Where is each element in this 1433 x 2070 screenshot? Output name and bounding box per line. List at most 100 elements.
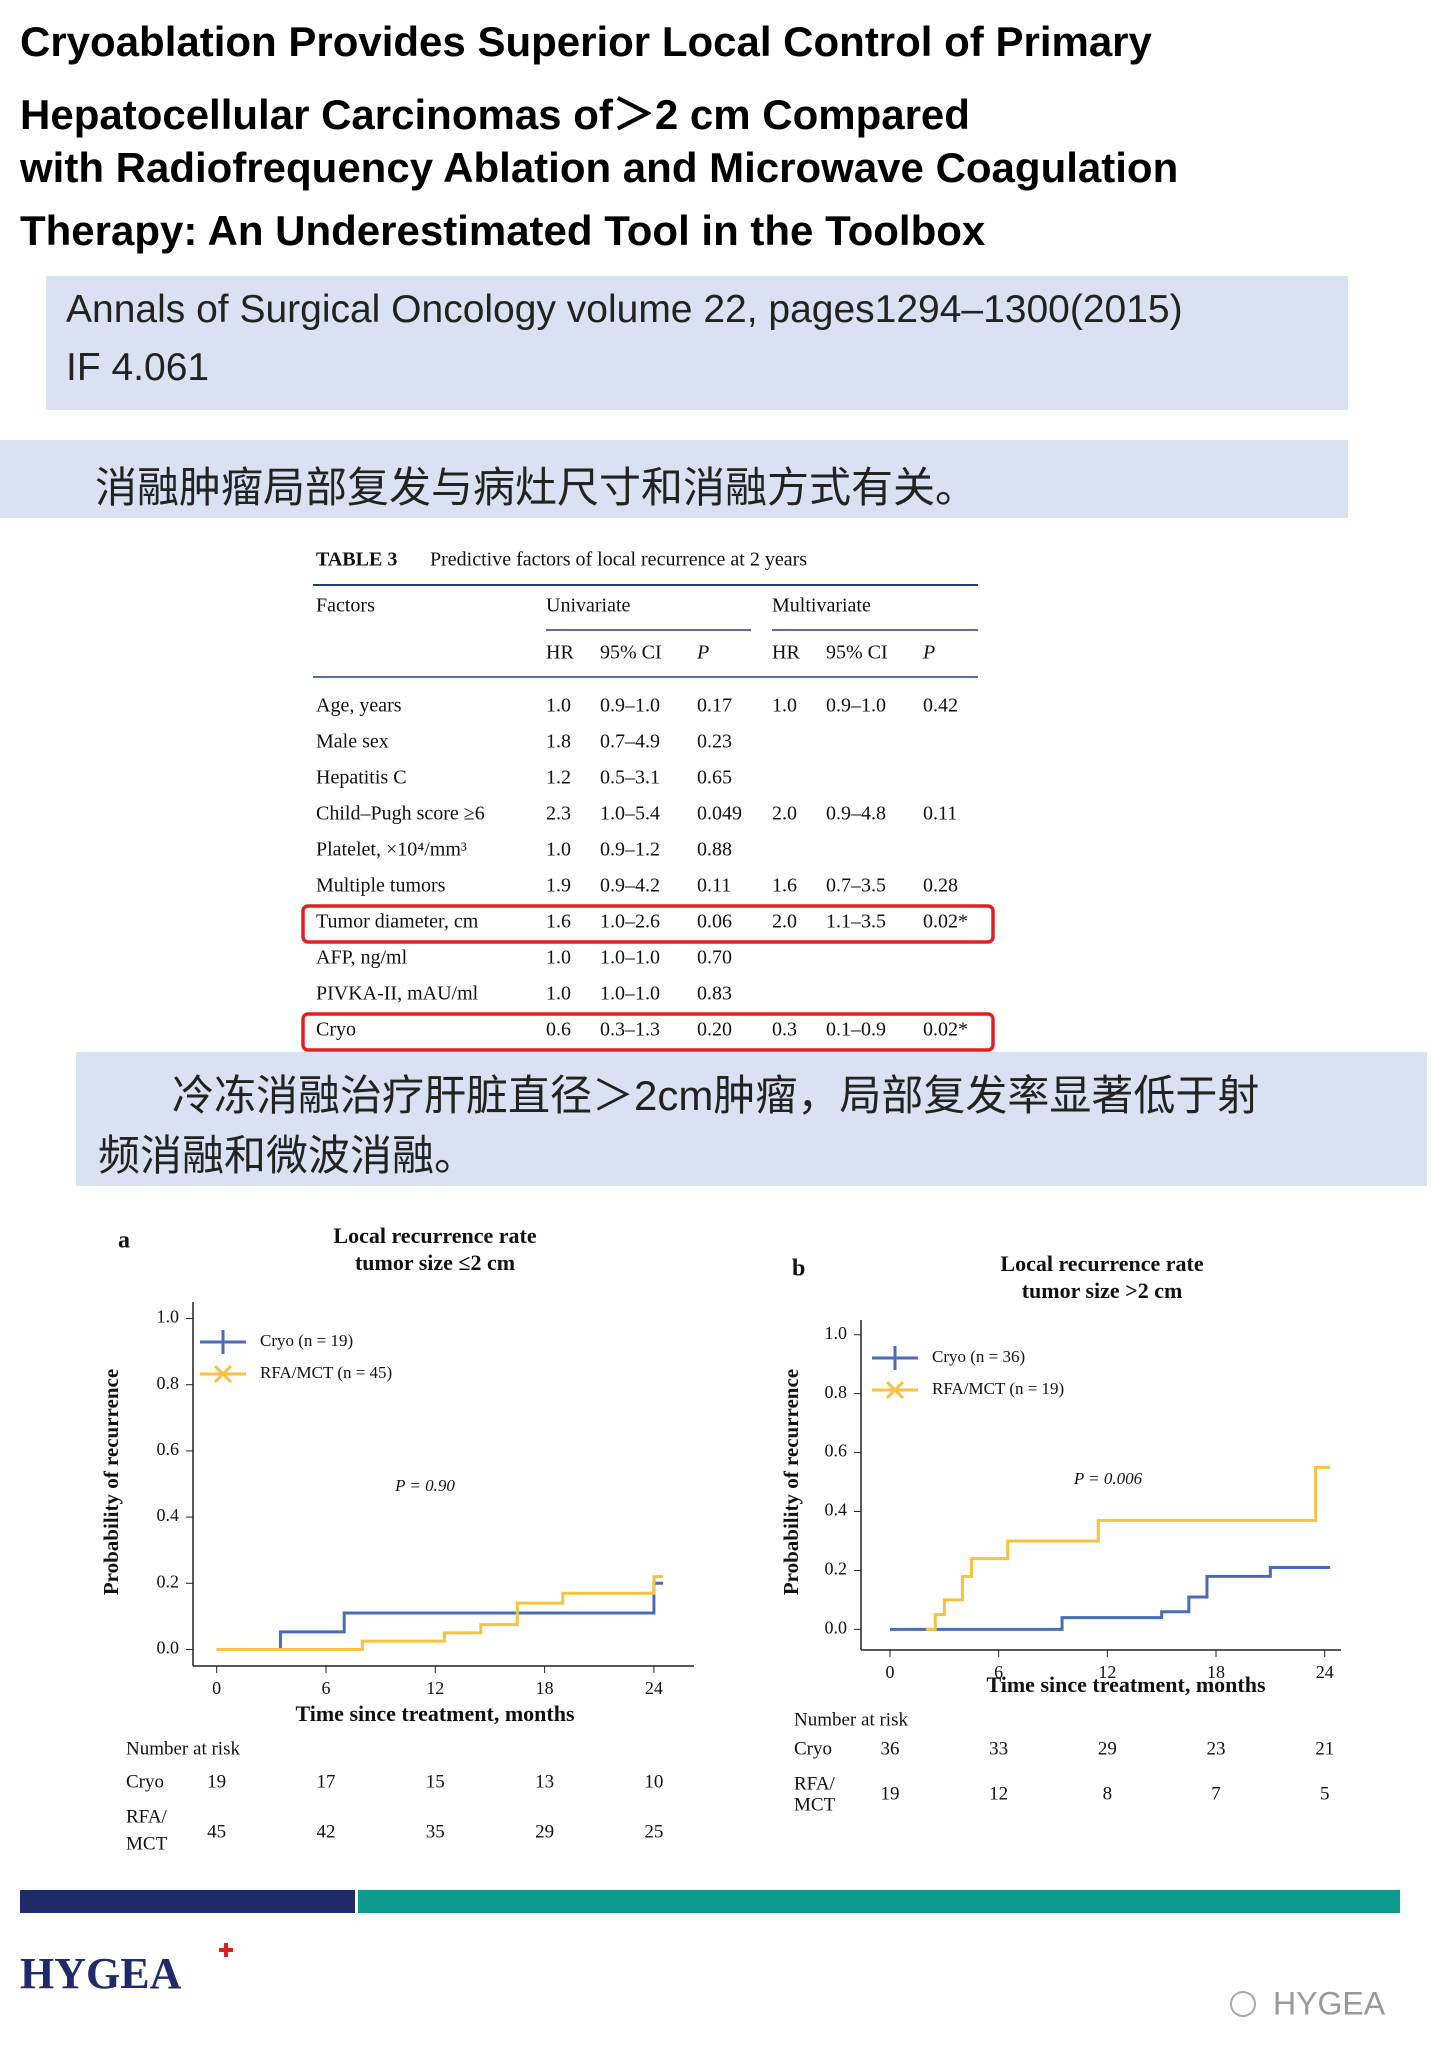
km-curve: [216, 1575, 664, 1651]
table-subheader: HR: [546, 642, 574, 664]
x-tick-label: 18: [536, 1678, 554, 1698]
table-cell: 1.0: [546, 947, 571, 969]
table-cell: 0.049: [697, 803, 742, 825]
table-subheader: 95% CI: [600, 642, 662, 664]
table-cell: 2.3: [546, 803, 571, 825]
table-cell: 1.0–1.0: [600, 947, 660, 969]
footer-bar: [20, 1890, 355, 1913]
y-tick-label: 0.2: [825, 1559, 848, 1579]
risk-count: 17: [316, 1771, 335, 1792]
impact-factor: IF 4.061: [66, 346, 210, 389]
risk-count: 42: [316, 1821, 335, 1842]
title-line: with Radiofrequency Ablation and Microwa…: [20, 144, 1179, 191]
table-cell: 0.6: [546, 1019, 571, 1041]
risk-count: 25: [644, 1821, 663, 1842]
annotation: P = 0.006: [1073, 1469, 1143, 1488]
risk-header: Number at risk: [794, 1709, 908, 1730]
table-cell: 0.7–4.9: [600, 731, 660, 753]
risk-count: 35: [426, 1821, 445, 1842]
banner: 消融肿瘤局部复发与病灶尺寸和消融方式有关。: [0, 440, 1348, 518]
table-cell: 0.42: [923, 695, 958, 717]
x-axis-label: Time since treatment, months: [295, 1701, 574, 1726]
risk-count: 23: [1207, 1738, 1226, 1759]
y-tick-label: 0.6: [825, 1441, 848, 1461]
table-subheader: P: [922, 642, 935, 664]
y-tick-label: 1.0: [825, 1323, 848, 1343]
highlight-box: [301, 1012, 995, 1052]
table-subheader: 95% CI: [826, 642, 888, 664]
table-cell: 0.9–1.0: [826, 695, 886, 717]
y-tick-label: 0.8: [157, 1373, 180, 1393]
table-cell: 0.83: [697, 983, 732, 1005]
table-cell: 0.06: [697, 911, 732, 933]
risk-count: 12: [989, 1783, 1008, 1804]
table-cell: 0.17: [697, 695, 732, 717]
x-tick-label: 24: [1316, 1662, 1334, 1682]
table-cell: 1.0: [546, 983, 571, 1005]
table-cell: 0.9–1.0: [600, 695, 660, 717]
y-tick-label: 0.0: [157, 1638, 180, 1658]
table-cell: 0.70: [697, 947, 732, 969]
risk-count: 15: [426, 1771, 445, 1792]
risk-count: 19: [880, 1783, 899, 1804]
table-cell: Age, years: [316, 695, 402, 717]
x-tick-label: 6: [994, 1662, 1003, 1682]
x-tick-label: 24: [645, 1678, 663, 1698]
table-cell: 0.88: [697, 839, 732, 861]
table-cell: 1.2: [546, 767, 571, 789]
table-cell: 1.6: [772, 875, 797, 897]
highlight-box: [301, 904, 995, 944]
chart-title: tumor size >2 cm: [1022, 1278, 1183, 1303]
table-caption: Predictive factors of local recurrence a…: [430, 549, 807, 571]
risk-row-label: Cryo: [794, 1738, 832, 1759]
banner-text: 消融肿瘤局部复发与病灶尺寸和消融方式有关。: [95, 464, 978, 511]
y-axis-label: Probability of recurrence: [779, 1369, 803, 1595]
table-cell: 1.0: [772, 695, 797, 717]
table-cell: 0.7–3.5: [826, 875, 886, 897]
legend-label: Cryo (n = 36): [932, 1347, 1025, 1366]
risk-count: 10: [644, 1771, 663, 1792]
table-cell: Cryo: [316, 1019, 356, 1041]
table-cell: Platelet, ×10⁴/mm³: [316, 839, 467, 861]
table-cell: 0.1–0.9: [826, 1019, 886, 1041]
banner: 冷冻消融治疗肝脏直径＞2cm肿瘤，局部复发率显著低于射 频消融和微波消融。: [76, 1052, 1427, 1186]
risk-count: 7: [1211, 1783, 1221, 1804]
y-tick-label: 0.8: [825, 1382, 848, 1402]
x-tick-label: 12: [426, 1678, 444, 1698]
table-cell: Child–Pugh score ≥6: [316, 803, 485, 825]
km-curve: [889, 1566, 1331, 1631]
table-cell: 0.5–3.1: [600, 767, 660, 789]
table-cell: PIVKA-II, mAU/ml: [316, 983, 479, 1005]
table-cell: 1.0–2.6: [600, 911, 660, 933]
risk-count: 21: [1315, 1738, 1334, 1759]
footer-bar: [358, 1890, 1400, 1913]
table-cell: Male sex: [316, 731, 389, 753]
y-tick-label: 0.6: [157, 1439, 180, 1459]
y-axis-label: Probability of recurrence: [99, 1369, 123, 1595]
table-cell: 2.0: [772, 803, 797, 825]
x-tick-label: 12: [1098, 1662, 1116, 1682]
x-tick-label: 0: [885, 1662, 894, 1682]
table-cell: 1.0: [546, 695, 571, 717]
table-cell: 0.11: [697, 875, 731, 897]
risk-count: 36: [880, 1738, 899, 1759]
chart-title: Local recurrence rate: [1000, 1251, 1203, 1276]
x-tick-label: 0: [212, 1678, 221, 1698]
table-cell: 0.9–4.8: [826, 803, 886, 825]
table-cell: Hepatitis C: [316, 767, 407, 789]
risk-count: 29: [1098, 1738, 1117, 1759]
risk-count: 19: [207, 1771, 226, 1792]
legend-label: RFA/MCT (n = 45): [260, 1363, 392, 1382]
table-cell: 0.20: [697, 1019, 732, 1041]
x-axis-label: Time since treatment, months: [986, 1672, 1265, 1697]
y-tick-label: 0.0: [825, 1618, 848, 1638]
banner-text: 冷冻消融治疗肝脏直径＞2cm肿瘤，局部复发率显著低于射: [172, 1072, 1260, 1119]
panel-letter: a: [118, 1228, 130, 1254]
table-cell: 1.1–3.5: [826, 911, 886, 933]
citation: Annals of Surgical Oncology volume 22, p…: [66, 288, 1183, 331]
y-tick-label: 0.4: [157, 1505, 180, 1525]
x-tick-label: 6: [321, 1678, 330, 1698]
risk-count: 29: [535, 1821, 554, 1842]
logo-cross: [219, 1943, 233, 1957]
